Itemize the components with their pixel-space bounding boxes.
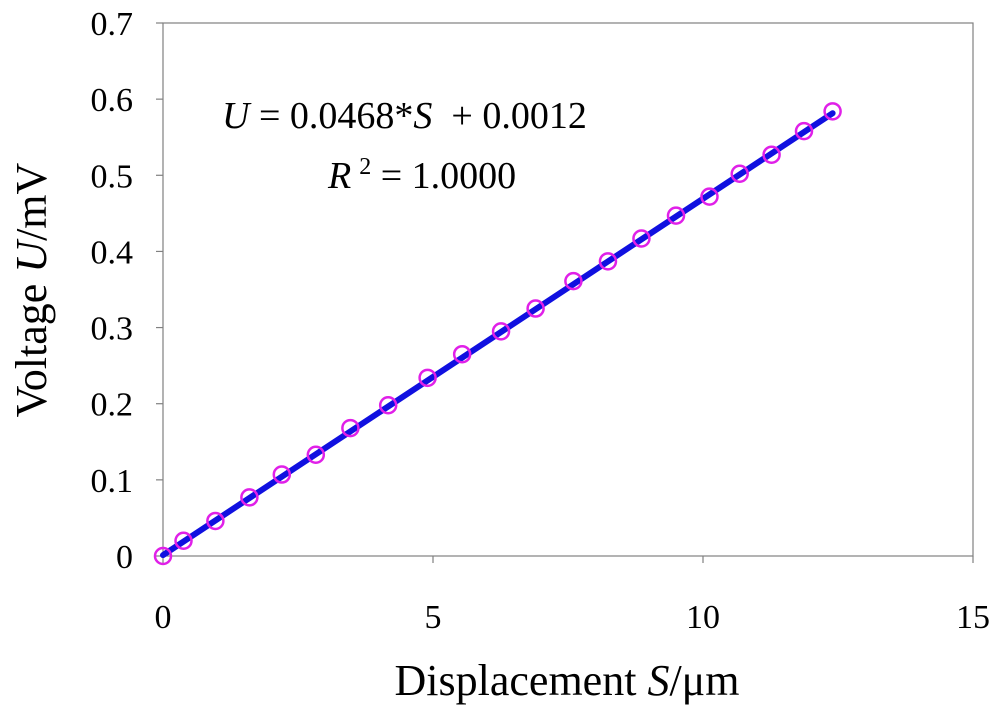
y-axis-title: Voltage U/mV bbox=[7, 162, 56, 417]
data-point bbox=[794, 121, 814, 141]
x-tick-label: 0 bbox=[155, 599, 172, 636]
data-point bbox=[341, 418, 360, 438]
data-point bbox=[526, 299, 545, 318]
data-point bbox=[730, 164, 749, 184]
data-point bbox=[153, 546, 173, 566]
data-point bbox=[378, 395, 398, 415]
data-point bbox=[206, 511, 225, 531]
x-tick-label: 5 bbox=[425, 599, 442, 636]
y-tick-label: 0.5 bbox=[91, 158, 134, 195]
x-axis-ticks: 0 5 10 15 bbox=[155, 556, 990, 636]
y-tick-label: 0.1 bbox=[91, 463, 134, 500]
y-tick-label: 0.2 bbox=[91, 387, 134, 424]
x-axis-title: Displacement S/μm bbox=[395, 656, 740, 705]
x-tick-label: 10 bbox=[686, 599, 720, 636]
data-point bbox=[306, 445, 326, 464]
data-point bbox=[418, 368, 437, 388]
data-point bbox=[491, 322, 511, 341]
data-point bbox=[452, 344, 472, 364]
fit-line bbox=[160, 110, 836, 559]
data-point bbox=[632, 229, 651, 248]
y-axis-ticks: 0 0.1 0.2 0.3 0.4 0.5 0.6 0.7 bbox=[91, 6, 163, 576]
y-tick-label: 0.7 bbox=[91, 6, 134, 43]
x-tick-label: 15 bbox=[956, 599, 990, 636]
data-point bbox=[272, 465, 292, 484]
data-point bbox=[598, 252, 618, 271]
y-tick-label: 0.4 bbox=[91, 234, 134, 271]
equation-annotation: U = 0.0468*S + 0.0012 bbox=[222, 95, 587, 137]
data-point bbox=[240, 488, 259, 507]
data-point bbox=[762, 145, 781, 164]
data-point bbox=[174, 531, 193, 551]
y-tick-label: 0 bbox=[116, 539, 133, 576]
fit-layer bbox=[160, 110, 836, 559]
data-point bbox=[700, 187, 719, 206]
y-tick-label: 0.6 bbox=[91, 82, 134, 119]
data-points bbox=[153, 102, 842, 566]
y-tick-label: 0.3 bbox=[91, 311, 134, 348]
data-point bbox=[564, 271, 583, 291]
data-point bbox=[823, 102, 842, 121]
data-point bbox=[666, 206, 686, 225]
